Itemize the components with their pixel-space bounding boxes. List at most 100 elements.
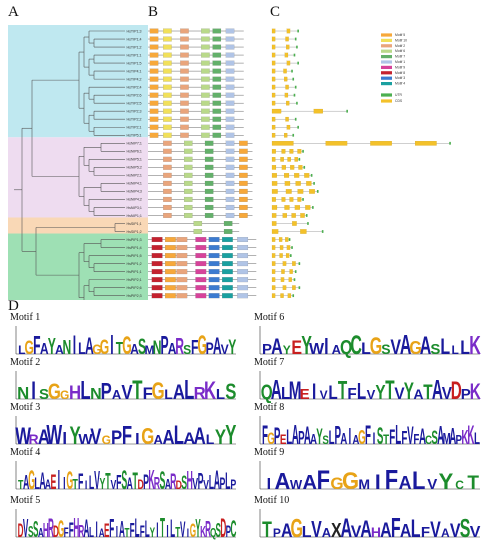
logo-letter: A bbox=[130, 341, 139, 357]
logo-letter: W bbox=[46, 419, 62, 448]
logo-letter: A bbox=[45, 477, 52, 493]
logo-letter: G bbox=[290, 513, 302, 541]
motif-box bbox=[225, 28, 235, 34]
motif-box bbox=[212, 28, 222, 34]
logo-letter: Y bbox=[316, 425, 323, 448]
logo-letter: L bbox=[216, 386, 225, 403]
logo-letter: P bbox=[143, 471, 149, 493]
logo-letter: A bbox=[413, 386, 423, 402]
logo-letter: I bbox=[156, 520, 158, 541]
logo-letter: D bbox=[220, 514, 226, 541]
logo-letter: Y bbox=[301, 330, 312, 358]
logo-letter: P bbox=[461, 386, 471, 403]
logo-letter: G bbox=[28, 466, 35, 493]
phylogeny-structure-figure: HsTIP1;3 HsTIP1;4 HsTIP1;2 HsTIP1;1 HsTIP1;5… bbox=[8, 25, 451, 300]
cds-box bbox=[271, 229, 279, 234]
legend-swatch bbox=[381, 71, 392, 75]
logo-letter: S bbox=[381, 341, 390, 357]
band-tip bbox=[8, 25, 148, 138]
logo-letter: F bbox=[109, 515, 114, 541]
logo-letter: N bbox=[90, 386, 102, 403]
utr-box bbox=[297, 29, 299, 33]
motif-box bbox=[149, 44, 159, 50]
cds-box bbox=[271, 76, 276, 82]
motif-box bbox=[222, 261, 233, 267]
logo-letter: A bbox=[39, 468, 45, 493]
cds-box bbox=[285, 84, 289, 90]
motif-box bbox=[212, 92, 222, 98]
logo-letter: P bbox=[334, 421, 341, 448]
motif-box bbox=[201, 60, 210, 66]
logo-letter: L bbox=[460, 337, 470, 358]
motif-box bbox=[204, 148, 214, 154]
motif-logo: N I SG G H L N P A V T FG L A L RK L S bbox=[15, 371, 236, 403]
panel-label-a: A bbox=[8, 4, 19, 20]
motif-box bbox=[225, 116, 235, 122]
motif-box bbox=[163, 212, 172, 218]
logo-letter: A bbox=[119, 516, 125, 541]
logo-letter: H bbox=[371, 524, 381, 540]
motif-box bbox=[149, 68, 159, 74]
motif-box bbox=[151, 269, 163, 275]
logo-letter: H bbox=[43, 520, 49, 541]
motif-box bbox=[225, 76, 235, 82]
utr-box bbox=[292, 133, 295, 137]
cds-box bbox=[271, 165, 277, 170]
logo-letter: T bbox=[423, 380, 433, 403]
motif-box bbox=[180, 68, 189, 74]
motif-box bbox=[163, 156, 172, 162]
logo-letter: M bbox=[358, 476, 370, 492]
cds-box bbox=[271, 92, 276, 98]
logo-letter: G bbox=[25, 339, 34, 358]
logo-letter: L bbox=[78, 340, 85, 358]
logo-letter: G bbox=[152, 378, 165, 403]
logo-letter: A bbox=[441, 526, 450, 540]
legend-label: Motif 5 bbox=[395, 33, 405, 37]
motif-box bbox=[149, 84, 159, 90]
motif-box bbox=[193, 221, 203, 226]
logo-letter: T bbox=[116, 339, 124, 358]
logo-letter: M bbox=[289, 377, 302, 403]
motif-box bbox=[212, 68, 222, 74]
gene-label: HsTIP2;3 bbox=[127, 110, 142, 114]
motif-box bbox=[176, 245, 188, 251]
utr-box bbox=[297, 125, 299, 129]
motif-box bbox=[201, 116, 210, 122]
motif-structure-panel bbox=[148, 28, 257, 299]
logo-letter: S bbox=[159, 466, 165, 493]
logo-letter: A bbox=[112, 387, 122, 402]
group-bands bbox=[8, 25, 148, 300]
motif-box bbox=[180, 36, 189, 42]
logo-letter: Y bbox=[48, 333, 56, 358]
motif-box bbox=[225, 164, 235, 170]
cds-box bbox=[285, 253, 290, 258]
motif-box bbox=[237, 269, 249, 275]
cds-box bbox=[415, 141, 437, 146]
motif-box bbox=[208, 245, 220, 251]
motif-box bbox=[184, 188, 193, 194]
motif-box bbox=[225, 172, 235, 178]
logo-letter: T bbox=[105, 468, 111, 493]
gene-label: HsTIP2;6 bbox=[127, 93, 142, 97]
logo-letter: G bbox=[102, 433, 111, 447]
logo-letter: L bbox=[357, 379, 366, 403]
cds-box bbox=[271, 132, 276, 138]
logo-letter: G bbox=[92, 341, 101, 357]
logo-letter: A bbox=[165, 476, 171, 493]
motif-box bbox=[212, 100, 222, 106]
motif-box bbox=[149, 92, 159, 98]
motif-box bbox=[204, 196, 214, 202]
motif-box bbox=[151, 261, 163, 267]
logo-letter: A bbox=[153, 432, 163, 447]
legend-label: Motif 8 bbox=[395, 71, 405, 75]
gene-label: HsTIP1;2 bbox=[127, 45, 142, 49]
logo-letter: I bbox=[110, 328, 113, 358]
gene-label: HsPIP1;1 bbox=[127, 270, 142, 274]
motif-box bbox=[225, 156, 235, 162]
logo-letter: A bbox=[168, 340, 177, 358]
cds-box bbox=[288, 277, 292, 282]
panel-label-c: C bbox=[270, 4, 281, 20]
motif-box bbox=[225, 108, 235, 114]
motif-box bbox=[180, 76, 189, 82]
legend-swatch bbox=[381, 93, 392, 97]
